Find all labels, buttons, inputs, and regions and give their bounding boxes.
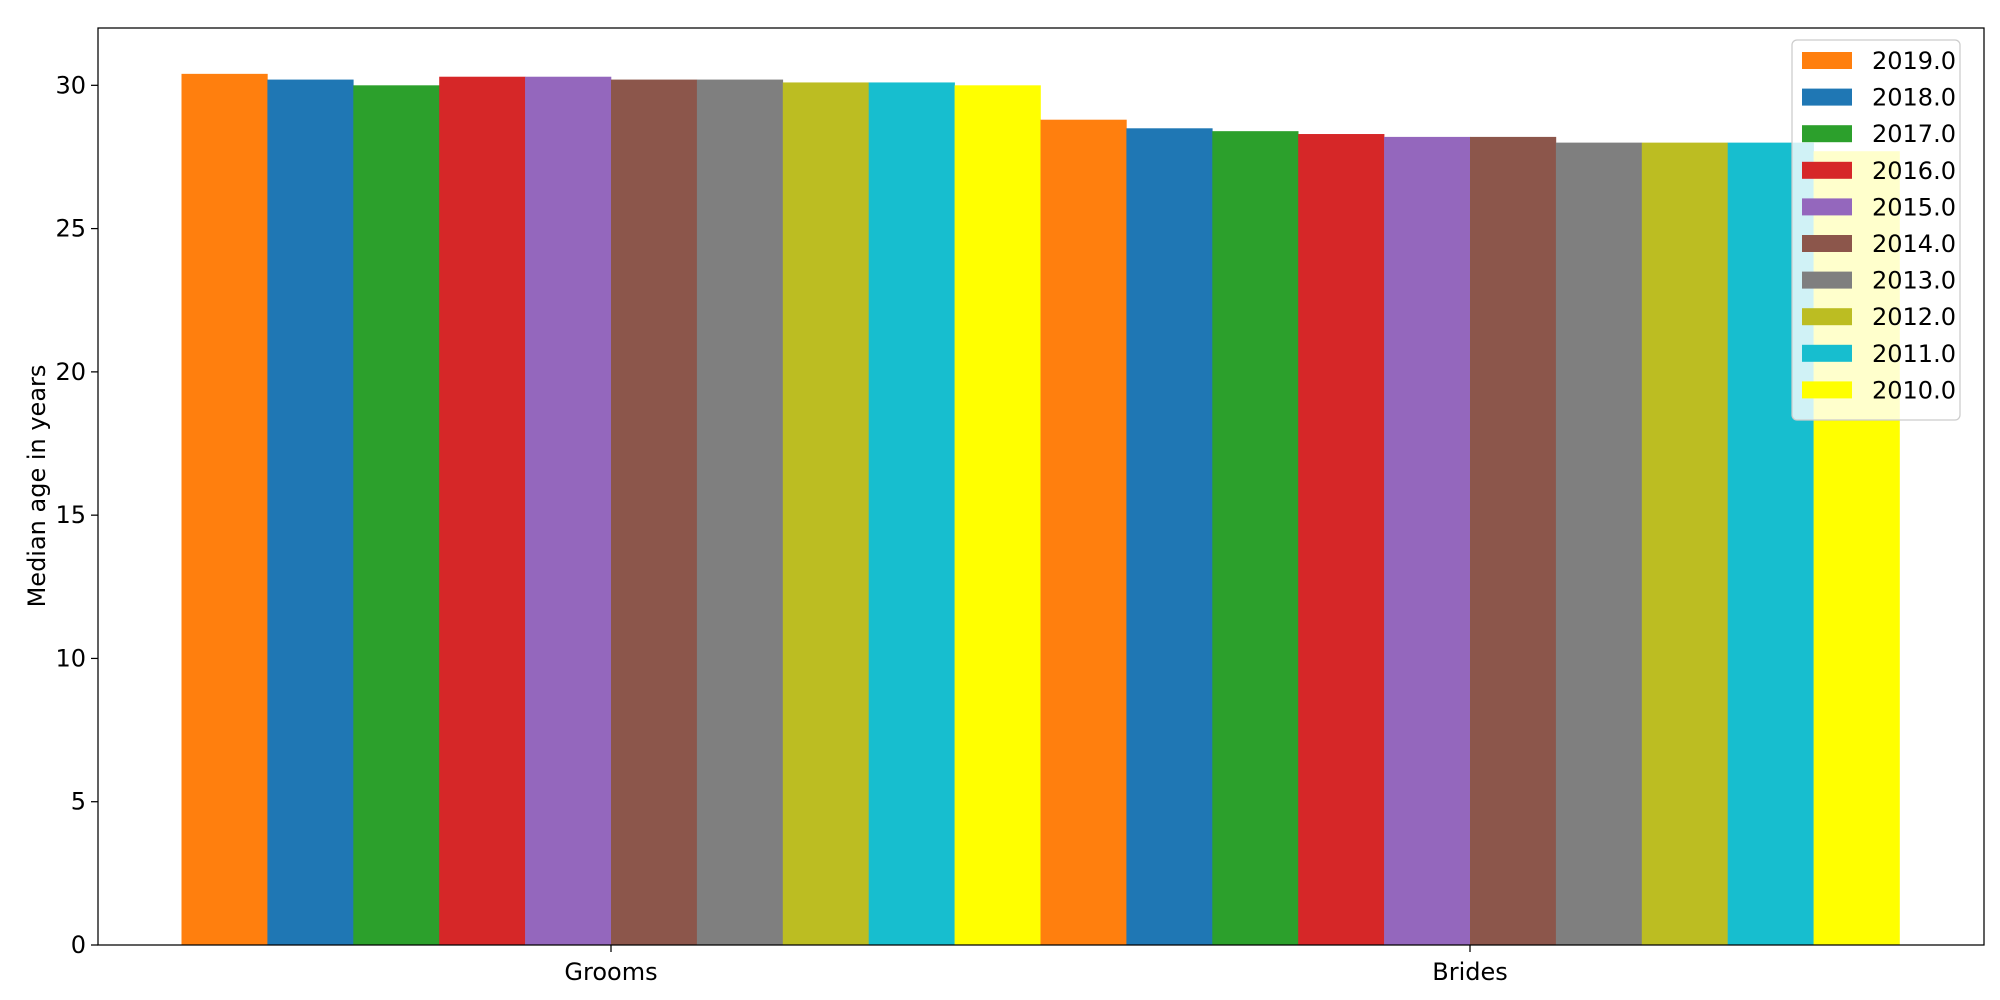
legend-label: 2014.0 [1872, 230, 1956, 258]
y-tick-label: 30 [55, 71, 86, 99]
legend-swatch [1802, 52, 1852, 69]
legend-label: 2011.0 [1872, 340, 1956, 368]
bar-grooms-2014-0 [611, 79, 698, 946]
bars [181, 73, 1900, 946]
y-tick-label: 5 [71, 788, 86, 816]
legend-label: 2017.0 [1872, 120, 1956, 148]
x-tick-label: Brides [1432, 958, 1508, 986]
legend-swatch [1802, 344, 1852, 362]
bar-brides-2016-0 [1298, 134, 1385, 945]
y-tick-label: 25 [55, 215, 86, 243]
bar-brides-2018-0 [1126, 128, 1213, 945]
bar-grooms-2016-0 [439, 76, 526, 945]
bar-grooms-2018-0 [267, 79, 354, 946]
legend-swatch [1802, 125, 1852, 143]
bar-grooms-2011-0 [868, 82, 955, 945]
legend-swatch [1802, 88, 1852, 106]
bar-grooms-2017-0 [353, 85, 440, 945]
legend-swatch [1802, 198, 1852, 216]
bar-brides-2012-0 [1641, 142, 1728, 945]
bar-brides-2017-0 [1212, 131, 1299, 946]
legend-label: 2010.0 [1872, 376, 1956, 404]
legend-label: 2012.0 [1872, 303, 1956, 331]
y-tick-label: 10 [55, 644, 86, 672]
legend-label: 2018.0 [1872, 84, 1956, 112]
legend-label: 2019.0 [1872, 47, 1956, 75]
bar-grooms-2010-0 [954, 85, 1041, 945]
y-axis-label: Median age in years [23, 365, 51, 608]
bar-brides-2013-0 [1555, 142, 1643, 945]
bar-grooms-2013-0 [696, 79, 784, 946]
legend-swatch [1802, 308, 1852, 326]
y-axis: 0 5 10 15 20 25 30 [55, 71, 98, 959]
plot-frame [97, 27, 1985, 946]
x-tick-label: Grooms [564, 958, 657, 986]
legend-swatch [1802, 381, 1852, 399]
bar-grooms-2012-0 [782, 82, 869, 945]
legend: 2019.0 2018.0 2017.0 2016.0 2015.0 2014.0 2013… [1791, 39, 1961, 421]
legend-label: 2013.0 [1872, 267, 1956, 295]
legend-label: 2015.0 [1872, 193, 1956, 221]
x-axis: Grooms Brides [564, 945, 1508, 986]
y-tick-label: 0 [71, 931, 86, 959]
bar-brides-2019-0 [1040, 119, 1127, 945]
legend-label: 2016.0 [1872, 157, 1956, 185]
y-tick-label: 15 [55, 501, 86, 529]
bar-brides-2014-0 [1470, 136, 1557, 946]
legend-swatch [1802, 235, 1852, 252]
legend-swatch [1802, 271, 1852, 289]
bar-brides-2015-0 [1384, 136, 1471, 946]
bar-grooms-2015-0 [525, 76, 612, 945]
legend-swatch [1802, 161, 1852, 179]
bar-grooms-2019-0 [181, 73, 268, 946]
y-tick-label: 20 [55, 358, 86, 386]
